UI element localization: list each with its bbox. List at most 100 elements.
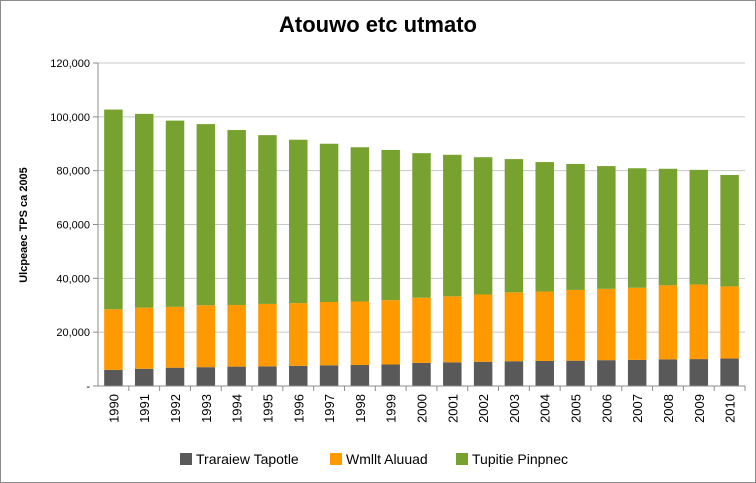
x-tick-label: 2006 [599, 394, 614, 423]
x-tick-label: 1998 [353, 394, 368, 423]
y-tick-label: 20,000 [56, 327, 90, 339]
chart-title: Atouwo etc utmato [279, 12, 477, 37]
legend-label: Wmllt Aluuad [346, 451, 428, 467]
bar-segment [350, 301, 370, 366]
bar-segment [165, 367, 185, 386]
bar-segment [566, 360, 585, 386]
bar-segment [689, 169, 709, 285]
bar-segment [443, 296, 462, 363]
bar-segment [258, 135, 277, 304]
bar-segment [381, 149, 400, 301]
x-axis: 1990 1991 1992 1993 1994 1995 1996 1997 1998 1999… [98, 385, 746, 423]
bar-segment [350, 365, 370, 386]
bar-segment [134, 368, 154, 386]
y-tick-label: 40,000 [56, 273, 90, 285]
bar-segment [258, 303, 277, 367]
bar-segment [627, 359, 647, 386]
bar-segment [473, 294, 493, 362]
bar-segment [412, 362, 431, 386]
x-tick-label: 1999 [384, 394, 399, 423]
bar-segment [535, 291, 554, 361]
x-tick-label: 2009 [692, 394, 707, 423]
x-tick-label: 1994 [230, 394, 245, 423]
bar-segment [134, 113, 154, 308]
x-tick-label: 2004 [538, 394, 553, 423]
bar-segment [289, 139, 308, 304]
x-tick-label: 2010 [723, 394, 738, 423]
bar-segment [412, 153, 431, 298]
x-tick-label: 2007 [630, 394, 645, 423]
bar-segment [196, 305, 216, 368]
bar-segment [104, 309, 123, 370]
legend-swatch [180, 453, 192, 465]
x-tick-label: 2001 [445, 394, 460, 423]
bar-segment [381, 300, 400, 365]
x-tick-label: 1995 [260, 394, 275, 423]
bar-segment [319, 143, 339, 303]
bar-segment [473, 361, 493, 386]
bar-segment [443, 154, 462, 297]
bar-segment [227, 366, 246, 386]
bar-segment [196, 367, 216, 386]
bar-segment [319, 365, 339, 386]
bar-segment [627, 287, 647, 360]
bars [104, 109, 739, 386]
bar-segment [597, 166, 616, 289]
bar-segment [443, 362, 462, 386]
bar-segment [535, 162, 554, 292]
bar-segment [504, 159, 524, 293]
legend-swatch [456, 453, 468, 465]
bar-segment [627, 168, 647, 288]
bar-segment [720, 174, 739, 287]
bar-segment [535, 360, 554, 386]
y-axis: - 20,000 40,000 60,000 80,000 100,000 120,000 [50, 58, 99, 393]
bar-segment [227, 130, 246, 305]
bar-segment [289, 303, 308, 366]
bar-segment [258, 366, 277, 386]
y-tick-label: 80,000 [56, 166, 90, 178]
x-tick-label: 1993 [199, 394, 214, 423]
legend-swatch [330, 453, 342, 465]
bar-segment [350, 147, 370, 302]
bar-segment [504, 361, 524, 386]
bar-segment [412, 297, 431, 363]
bar-segment [658, 359, 678, 386]
bar-segment [104, 369, 123, 386]
bar-segment [289, 365, 308, 386]
x-tick-label: 2002 [476, 394, 491, 423]
x-tick-label: 1992 [168, 394, 183, 423]
x-tick-label: 2000 [415, 394, 430, 423]
bar-segment [473, 157, 493, 295]
x-tick-label: 1996 [291, 394, 306, 423]
bar-segment [104, 109, 123, 310]
bar-segment [134, 307, 154, 369]
bar-segment [658, 168, 678, 286]
x-tick-label: 1991 [137, 394, 152, 423]
x-tick-label: 2008 [661, 394, 676, 423]
y-tick-label: 60,000 [56, 220, 90, 232]
bar-segment [597, 288, 616, 361]
y-axis-label: Ulcpeaec TPS ca 2005 [18, 167, 30, 283]
bar-segment [720, 358, 739, 386]
x-tick-label: 1990 [106, 394, 121, 423]
bar-segment [689, 284, 709, 360]
bar-segment [720, 286, 739, 359]
bar-segment [689, 359, 709, 386]
legend-label: Tupitie Pinpnec [472, 451, 568, 467]
bar-segment [566, 163, 585, 290]
legend: Traraiew Tapotle Wmllt Aluuad Tupitie Pinp… [180, 451, 568, 467]
bar-segment [319, 302, 339, 366]
bar-segment [597, 360, 616, 386]
legend-label: Traraiew Tapotle [196, 451, 299, 467]
x-tick-label: 2003 [507, 394, 522, 423]
bar-segment [227, 304, 246, 367]
x-tick-label: 1997 [322, 394, 337, 423]
bar-segment [658, 285, 678, 360]
bar-segment [381, 364, 400, 386]
x-tick-label: 2005 [569, 394, 584, 423]
y-tick-label: - [86, 381, 90, 393]
bar-segment [196, 124, 216, 306]
bar-segment [504, 292, 524, 362]
y-tick-label: 100,000 [50, 112, 90, 124]
